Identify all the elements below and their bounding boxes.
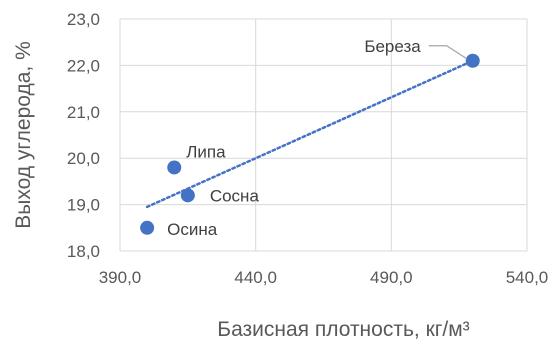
data-point xyxy=(167,160,182,175)
y-tick-label: 21,0 xyxy=(67,103,100,122)
data-label: Липа xyxy=(186,142,226,161)
y-tick-label: 18,0 xyxy=(67,242,100,261)
y-axis-title: Выход углерода, % xyxy=(12,41,35,228)
trendline xyxy=(145,59,474,209)
label-leader-line xyxy=(428,45,468,60)
y-tick-label: 20,0 xyxy=(67,149,100,168)
y-tick-label: 23,0 xyxy=(67,10,100,29)
y-tick-labels: 18,0 19,0 20,0 21,0 22,0 23,0 xyxy=(67,10,100,261)
data-labels: Береза Липа Сосна Осина xyxy=(167,37,468,239)
data-point xyxy=(465,53,480,68)
x-axis-title: Базисная плотность, кг/м³ xyxy=(217,318,469,341)
x-tick-label: 390,0 xyxy=(99,268,142,287)
y-tick-label: 19,0 xyxy=(67,196,100,215)
data-label: Сосна xyxy=(210,186,260,205)
x-tick-labels: 390,0 440,0 490,0 540,0 xyxy=(99,268,549,287)
data-point xyxy=(140,220,155,235)
data-point xyxy=(180,188,195,203)
x-tick-label: 490,0 xyxy=(370,268,413,287)
data-points xyxy=(140,53,480,235)
y-tick-label: 22,0 xyxy=(67,56,100,75)
data-label: Береза xyxy=(364,37,421,56)
grid-layer xyxy=(119,18,528,252)
x-tick-label: 540,0 xyxy=(506,268,549,287)
x-tick-label: 440,0 xyxy=(234,268,277,287)
data-label: Осина xyxy=(167,220,218,239)
